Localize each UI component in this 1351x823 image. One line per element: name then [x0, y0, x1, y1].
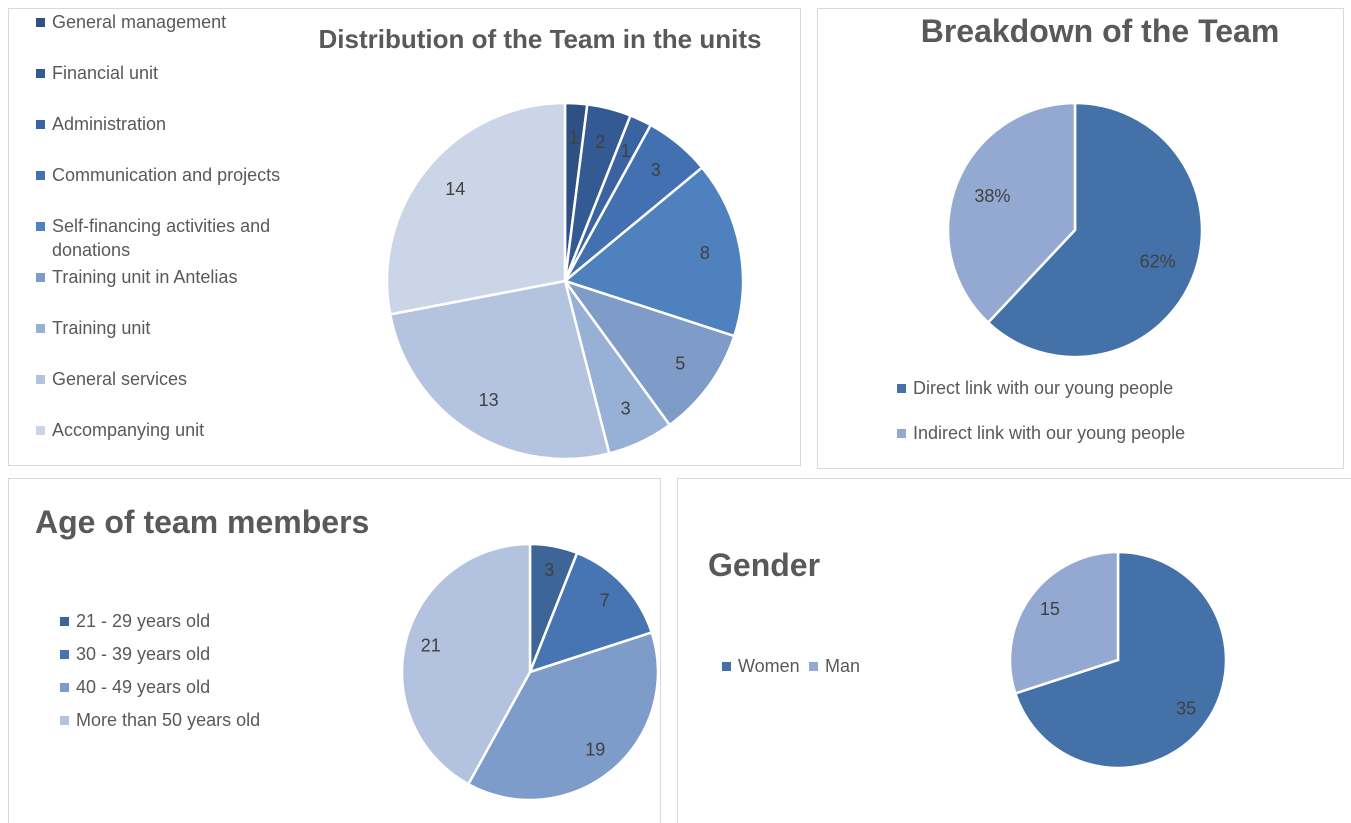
pie-slice [388, 279, 611, 461]
data-label: 1 [621, 141, 631, 161]
legend-label: 30 - 39 years old [76, 644, 211, 664]
panel [677, 478, 1351, 823]
pie-slice [1008, 550, 1120, 695]
legend-label: Self-financing activities and donations [52, 216, 271, 260]
legend-label: More than 50 years old [76, 710, 261, 730]
legend-swatch [60, 683, 69, 692]
legend-label: Women [738, 656, 800, 676]
chart-title: Gender [708, 547, 820, 583]
data-label: 19 [585, 740, 605, 760]
data-label: 2 [595, 132, 605, 152]
data-label: 3 [544, 560, 554, 580]
data-label: 62% [1140, 251, 1176, 271]
legend-swatch [809, 662, 818, 671]
legend-item: 30 - 39 years old [60, 642, 360, 666]
legend-swatch [36, 120, 45, 129]
legend-label: Man [825, 656, 861, 676]
panel [8, 8, 801, 466]
legend-swatch [36, 426, 45, 435]
legend-label: General management [52, 12, 227, 32]
chart-title: Distribution of the Team in the units [319, 24, 762, 54]
legend-label: Accompanying unit [52, 420, 205, 440]
data-label: 14 [445, 179, 465, 199]
legend-swatch [36, 18, 45, 27]
pie-slice [1013, 550, 1228, 770]
legend-item: 40 - 49 years old [60, 675, 360, 699]
legend-label: Training unit in Antelias [52, 267, 238, 287]
data-label: 13 [479, 390, 499, 410]
legend-label: Indirect link with our young people [913, 423, 1186, 443]
panel [8, 478, 661, 823]
legend-item: Financial unit [36, 61, 306, 85]
pie-slice [400, 542, 532, 786]
legend-swatch [36, 273, 45, 282]
data-label: 21 [421, 635, 441, 655]
legend-swatch [897, 384, 906, 393]
chart-title: Age of team members [35, 504, 369, 540]
legend-item: Training unit [36, 316, 306, 340]
legend-swatch [36, 69, 45, 78]
legend-label: General services [52, 369, 188, 389]
legend-swatch [60, 716, 69, 725]
legend-item: Indirect link with our young people [897, 421, 1317, 445]
data-label: 15 [1040, 599, 1060, 619]
legend-swatch [36, 171, 45, 180]
legend-swatch [60, 650, 69, 659]
chart-title: Breakdown of the Team [921, 13, 1280, 49]
legend-label: Administration [52, 114, 167, 134]
legend-swatch [897, 429, 906, 438]
legend-label: Direct link with our young people [913, 378, 1174, 398]
data-label: 3 [621, 399, 631, 419]
pie-slice [562, 165, 745, 338]
legend-swatch [722, 662, 731, 671]
data-label: 5 [675, 353, 685, 373]
pie-slice [385, 101, 567, 316]
pie-slice [946, 101, 1077, 325]
legend-item: Self-financing activities and donations [36, 214, 306, 262]
data-label: 1 [569, 128, 579, 148]
legend-swatch [36, 324, 45, 333]
legend-label: Training unit [52, 318, 151, 338]
legend-item: 21 - 29 years old [60, 609, 360, 633]
legend-item: General management [36, 10, 306, 34]
data-label: 38% [974, 186, 1010, 206]
legend-swatch [60, 617, 69, 626]
pie-slice [466, 630, 660, 802]
panel [817, 8, 1344, 469]
legend-label: 40 - 49 years old [76, 677, 211, 697]
legend-item: Direct link with our young people [897, 376, 1317, 400]
data-label: 35 [1176, 698, 1196, 718]
legend-item: Administration [36, 112, 306, 136]
legend-label: Communication and projects [52, 165, 281, 185]
legend-label: 21 - 29 years old [76, 611, 211, 631]
legend-label: Financial unit [52, 63, 159, 83]
data-label: 3 [651, 160, 661, 180]
legend-item: Training unit in Antelias [36, 265, 306, 289]
legend-item: More than 50 years old [60, 708, 360, 732]
legend-item: Communication and projects [36, 163, 306, 187]
legend-item: Accompanying unit [36, 418, 306, 442]
data-label: 8 [700, 243, 710, 263]
legend-item: General services [36, 367, 306, 391]
legend-swatch [36, 375, 45, 384]
legend-item: Man [809, 654, 899, 678]
pie-slice [986, 101, 1204, 359]
legend-item: Women [722, 654, 812, 678]
pie-slice [561, 278, 736, 427]
legend-swatch [36, 222, 45, 231]
data-label: 7 [600, 591, 610, 611]
